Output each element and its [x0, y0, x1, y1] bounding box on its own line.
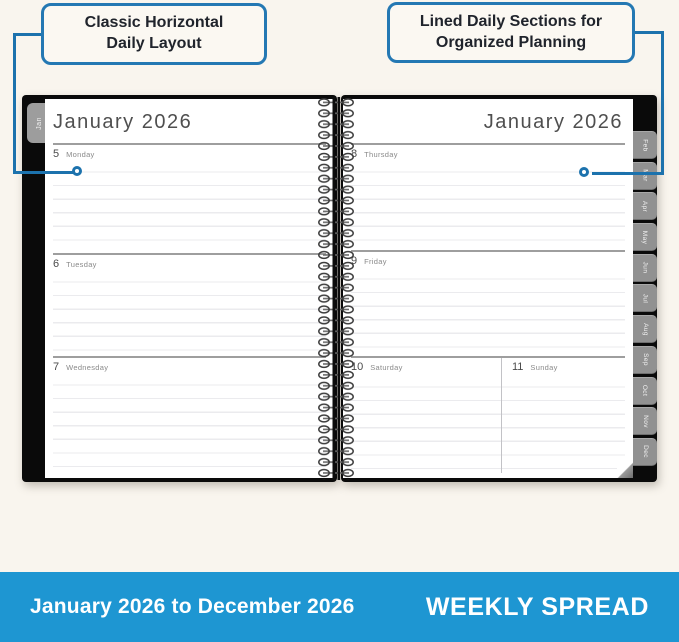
right-page-month-title: January 2026	[483, 111, 623, 133]
callout-classic-horizontal: Classic Horizontal Daily Layout	[41, 3, 267, 65]
callout-right-line1: Lined Daily Sections for	[419, 12, 603, 30]
day-section-monday: 5 Monday	[53, 143, 326, 253]
day-section-friday: 9 Friday	[351, 250, 625, 356]
tab-label: Apr	[641, 200, 649, 213]
day-label: 8 Thursday	[351, 145, 625, 160]
day-label: 5 Monday	[53, 145, 326, 160]
weekend-col-saturday: 10 Saturday	[351, 358, 502, 473]
tab-label: Jun	[641, 261, 649, 274]
day-label: 7 Wednesday	[53, 358, 326, 373]
day-number: 7	[53, 361, 60, 373]
ruled-lines	[53, 372, 326, 471]
weekend-row: 10 Saturday 11 Sunday	[351, 358, 625, 473]
day-name: Sunday	[530, 363, 558, 372]
tab-label: Oct	[641, 384, 649, 397]
day-name: Thursday	[364, 150, 398, 159]
ruled-lines	[53, 159, 326, 251]
connector-right-vertical	[661, 31, 664, 175]
callout-lined-sections: Lined Daily Sections for Organized Plann…	[387, 2, 635, 63]
page-curl	[617, 462, 633, 478]
tab-label: May	[641, 230, 649, 244]
day-label: 9 Friday	[351, 252, 625, 267]
tab-sep: Sep	[633, 345, 657, 374]
connector-left-stub	[13, 33, 41, 36]
tab-label: Feb	[641, 138, 649, 152]
left-page-month-title: January 2026	[53, 111, 193, 133]
callout-left-line2: Daily Layout	[106, 35, 202, 52]
tab-jul: Jul	[633, 284, 657, 313]
ruled-lines	[351, 374, 501, 471]
day-label: 6 Tuesday	[53, 255, 326, 270]
day-number: 11	[512, 361, 524, 373]
tab-jan-label: Jan	[35, 116, 43, 130]
banner-date-range: January 2026 to December 2026	[30, 595, 355, 618]
day-number: 6	[53, 258, 60, 270]
day-section-tuesday: 6 Tuesday	[53, 253, 326, 356]
month-tabs: Feb Mar Apr May Jun Jul Aug Sep Oct Nov …	[633, 131, 657, 469]
callout-pointer-dot-right	[579, 167, 589, 177]
ruled-lines	[53, 269, 326, 354]
tab-label: Aug	[641, 322, 649, 336]
spiral-binding	[317, 97, 355, 480]
day-number: 5	[53, 148, 60, 160]
planner-page-right: January 2026 8 Thursday 9 Friday 10 Satu…	[343, 99, 633, 478]
tab-mar: Mar	[633, 161, 657, 190]
ruled-lines	[502, 374, 625, 471]
tab-may: May	[633, 223, 657, 252]
tab-jun: Jun	[633, 253, 657, 282]
planner-cover-left: Jan January 2026 5 Monday 6 Tuesday 7 We…	[22, 95, 337, 482]
banner-weekly-spread-label: WEEKLY SPREAD	[425, 592, 649, 621]
tab-feb: Feb	[633, 131, 657, 159]
connector-right-horizontal	[592, 172, 664, 175]
tab-oct: Oct	[633, 376, 657, 405]
day-section-weekend: 10 Saturday 11 Sunday	[351, 356, 625, 473]
tab-apr: Apr	[633, 192, 657, 221]
tab-label: Nov	[641, 414, 649, 428]
connector-right-stub	[635, 31, 664, 34]
weekend-col-sunday: 11 Sunday	[502, 358, 625, 473]
bottom-banner: January 2026 to December 2026 WEEKLY SPR…	[0, 572, 679, 642]
tab-aug: Aug	[633, 315, 657, 344]
day-label: 10 Saturday	[351, 358, 501, 373]
day-section-wednesday: 7 Wednesday	[53, 356, 326, 473]
callout-right-line2: Organized Planning	[435, 33, 587, 51]
tab-label: Dec	[641, 445, 649, 459]
callout-pointer-dot-left	[72, 166, 82, 176]
tab-label: Jul	[641, 293, 649, 304]
day-section-thursday: 8 Thursday	[351, 143, 625, 250]
day-name: Wednesday	[66, 363, 109, 372]
planner-page-left: January 2026 5 Monday 6 Tuesday 7 Wednes…	[45, 99, 334, 478]
day-label: 11 Sunday	[502, 358, 625, 373]
day-name: Tuesday	[66, 260, 97, 269]
day-name: Friday	[364, 257, 387, 266]
ruled-lines	[351, 266, 625, 354]
day-name: Saturday	[370, 363, 403, 372]
callout-left-line1: Classic Horizontal	[84, 14, 224, 32]
tab-dec: Dec	[633, 437, 657, 466]
connector-left-horizontal	[13, 171, 75, 174]
tab-nov: Nov	[633, 407, 657, 436]
tab-label: Sep	[641, 353, 649, 367]
planner-cover-right: January 2026 8 Thursday 9 Friday 10 Satu…	[341, 95, 657, 482]
connector-left-vertical	[13, 33, 16, 174]
day-name: Monday	[66, 150, 95, 159]
